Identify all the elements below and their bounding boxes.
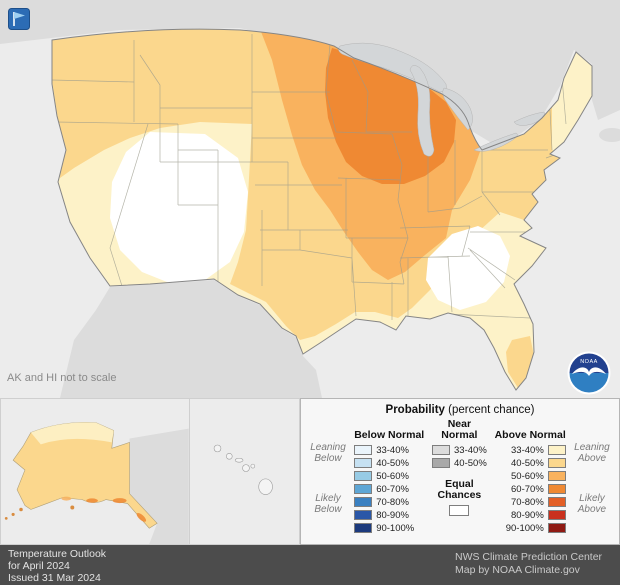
alaska-canada-landmass: [129, 428, 189, 544]
footer-issued-line: Issued 31 Mar 2024: [8, 572, 101, 584]
legend-row: 70-80%: [495, 496, 566, 508]
legend-swatch: [354, 445, 373, 455]
alaska-inset-map: [0, 398, 190, 545]
legend-row-label: 33-40%: [454, 444, 487, 456]
legend-swatch: [354, 510, 373, 520]
region-equal-chances-west: [110, 132, 248, 284]
footer-title-line: Temperature Outlook: [8, 548, 107, 560]
aleutian-islands: [4, 505, 75, 520]
legend-row: 40-50%: [428, 457, 490, 469]
legend-swatch: [547, 523, 566, 533]
state-borders: [52, 34, 569, 320]
legend-row-label: 50-60%: [511, 470, 544, 482]
above-side-labels: Leaning Above Likely Above: [570, 419, 614, 535]
legend-swatch: [432, 458, 451, 468]
great-lakes: [338, 42, 545, 157]
legend-row-label: 40-50%: [511, 457, 544, 469]
legend-row: 40-50%: [495, 457, 566, 469]
footer-period-line: for April 2024: [8, 560, 70, 572]
lake-huron: [442, 87, 473, 131]
legend-row: 60-70%: [495, 483, 566, 495]
region-equal-chances-southeast: [426, 226, 510, 310]
legend-row-label: 80-90%: [511, 509, 544, 521]
conus-map-graphic: [0, 0, 620, 398]
legend-swatch: [432, 445, 451, 455]
legend-row: 33-40%: [428, 444, 490, 456]
legend-row: 33-40%: [354, 444, 424, 456]
footer-bar: Temperature Outlook for April 2024 Issue…: [0, 545, 620, 585]
legend-row-label: 40-50%: [454, 457, 487, 469]
mexico-landmass: [60, 280, 322, 398]
nova-scotia-landmass: [599, 128, 620, 142]
scale-note: AK and HI not to scale: [7, 372, 117, 384]
near-normal-header: Near Normal: [441, 418, 478, 441]
legend-row-label: 33-40%: [376, 444, 409, 456]
hawaii-islands: [213, 444, 273, 495]
legend-row: 40-50%: [354, 457, 424, 469]
legend-row: 80-90%: [495, 509, 566, 521]
below-side-labels: Leaning Below Likely Below: [306, 419, 350, 535]
legend-title: Probability (percent chance): [306, 404, 614, 416]
likely-above-label: Likely Above: [577, 493, 607, 515]
legend-swatch: [547, 510, 566, 520]
leaning-above-label: Leaning Above: [574, 442, 610, 464]
legend-row: 80-90%: [354, 509, 424, 521]
legend-row-label: 70-80%: [511, 496, 544, 508]
legend-row: 70-80%: [354, 496, 424, 508]
legend-row-label: 60-70%: [376, 483, 409, 495]
legend-row: 60-70%: [354, 483, 424, 495]
conus-map: AK and HI not to scale NOAA: [0, 0, 620, 398]
leaning-below-label: Leaning Below: [310, 442, 346, 464]
legend-row: 90-100%: [354, 522, 424, 534]
legend-row: 50-60%: [495, 470, 566, 482]
legend-title-bold: Probability: [385, 404, 445, 416]
legend-swatch: [354, 497, 373, 507]
site-logo-icon: [8, 8, 30, 30]
equal-chances-label: Equal Chances: [437, 478, 482, 501]
above-normal-header: Above Normal: [494, 429, 566, 441]
legend-swatch: [354, 484, 373, 494]
legend-swatch: [547, 497, 566, 507]
alaska-north-cream-region: [30, 422, 114, 445]
legend-row-label: 60-70%: [511, 483, 544, 495]
legend-swatch: [354, 523, 373, 533]
us-outline: [51, 28, 593, 391]
noaa-logo-text: NOAA: [580, 359, 598, 365]
alaska-south-coast-orange: [61, 496, 147, 522]
legend-row-label: 33-40%: [511, 444, 544, 456]
below-normal-header: Below Normal: [354, 429, 425, 441]
likely-below-label: Likely Below: [314, 493, 342, 515]
bottom-panels: Probability (percent chance) Leaning Bel…: [0, 398, 620, 545]
legend-row: 50-60%: [354, 470, 424, 482]
footer-source-line: NWS Climate Prediction Center: [455, 551, 603, 563]
legend-row-label: 90-100%: [376, 522, 415, 534]
hawaii-inset-map: [190, 398, 300, 545]
below-normal-column: Below Normal 33-40% 40-50% 50-60% 60-70%…: [354, 419, 424, 535]
near-normal-column: Near Normal 33-40% 40-50% Equal Chances: [428, 419, 490, 535]
probability-legend: Probability (percent chance) Leaning Bel…: [300, 398, 620, 545]
noaa-seagull-icon: [572, 367, 606, 376]
legend-row-label: 70-80%: [376, 496, 409, 508]
legend-row-label: 90-100%: [505, 522, 544, 534]
footer-title-block: Temperature Outlook for April 2024 Issue…: [8, 548, 106, 584]
legend-row: 33-40%: [495, 444, 566, 456]
noaa-logo: NOAA: [567, 351, 611, 395]
legend-title-rest: (percent chance): [448, 404, 535, 416]
legend-swatch: [547, 484, 566, 494]
legend-swatch: [354, 458, 373, 468]
legend-row-label: 80-90%: [376, 509, 409, 521]
equal-chances-swatch: [449, 505, 470, 516]
legend-row-label: 40-50%: [376, 457, 409, 469]
footer-credit-line: Map by NOAA Climate.gov: [455, 564, 580, 576]
legend-row-label: 50-60%: [376, 470, 409, 482]
legend-swatch: [547, 471, 566, 481]
above-normal-column: Above Normal 33-40% 40-50% 50-60% 60-70%…: [495, 419, 566, 535]
legend-swatch: [547, 458, 566, 468]
lake-michigan: [409, 65, 435, 157]
legend-row: 90-100%: [495, 522, 566, 534]
legend-swatch: [354, 471, 373, 481]
footer-attribution-block: NWS Climate Prediction Center Map by NOA…: [455, 551, 602, 577]
legend-swatch: [547, 445, 566, 455]
